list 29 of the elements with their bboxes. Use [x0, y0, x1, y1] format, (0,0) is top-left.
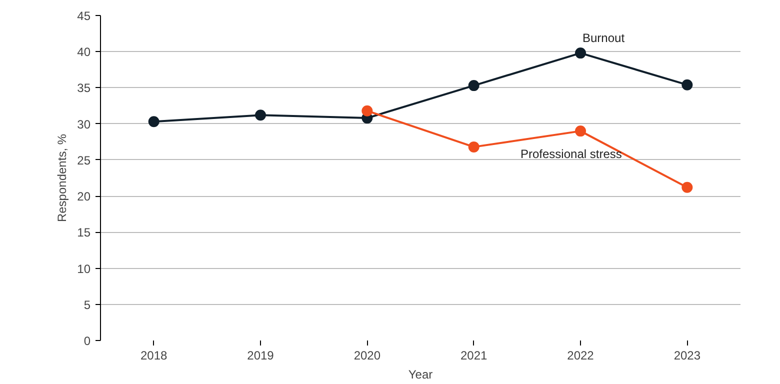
point [362, 105, 373, 116]
point [682, 79, 693, 90]
y-tick-label: 30 [77, 117, 91, 132]
y-tick-label: 20 [77, 190, 91, 204]
point [255, 110, 266, 121]
x-tick-label: 2021 [460, 348, 488, 362]
series-label: Professional stress [520, 147, 622, 162]
x-tick-label: 2018 [140, 348, 168, 362]
y-axis-title: Respondents, % [55, 134, 70, 222]
x-axis-title: Year [408, 368, 433, 382]
x-tick-label: 2022 [567, 348, 594, 362]
point [575, 126, 586, 137]
y-tick-label: 45 [77, 9, 91, 23]
point [682, 182, 693, 193]
y-tick-label: 10 [77, 262, 91, 276]
x-tick-label: 2019 [247, 348, 274, 362]
x-tick-label: 2023 [674, 348, 701, 362]
x-tick-label: 2020 [354, 348, 381, 362]
point [575, 48, 586, 59]
series-label: Burnout [582, 31, 626, 46]
point [468, 141, 480, 152]
y-tick-label: 0 [84, 334, 91, 348]
y-tick-label: 40 [77, 45, 91, 60]
y-tick-label: 5 [84, 298, 91, 312]
point [148, 116, 160, 128]
point [468, 80, 480, 92]
y-tick-label: 25 [77, 153, 91, 168]
y-tick-label: 35 [77, 81, 91, 96]
y-tick-label: 15 [77, 226, 91, 240]
